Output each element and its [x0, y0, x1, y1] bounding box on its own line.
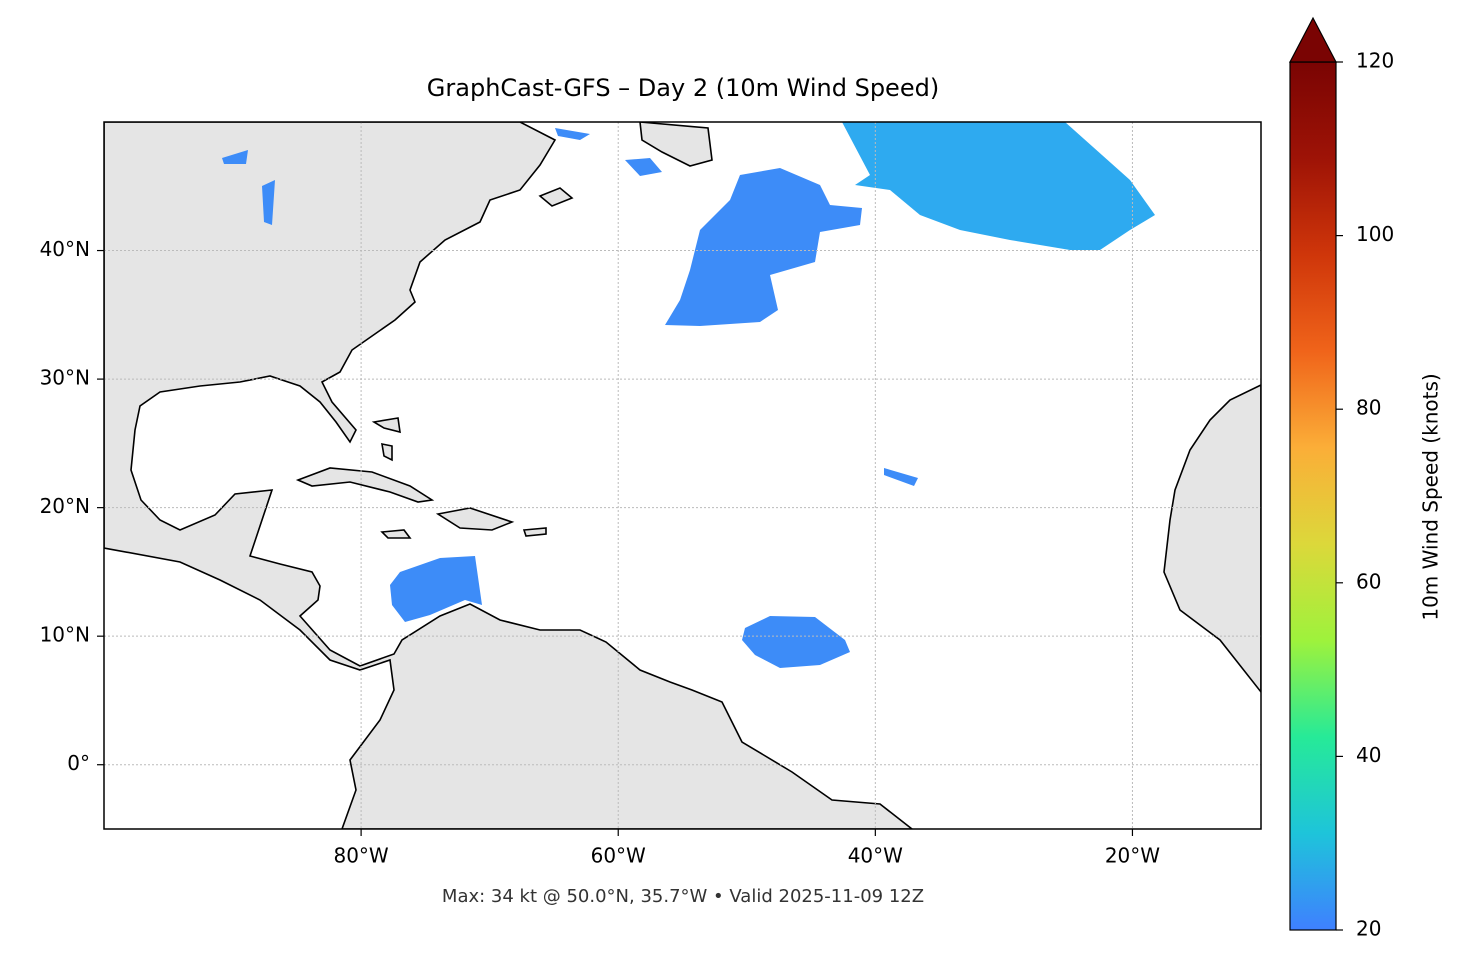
- bahamas: [371, 417, 401, 462]
- colorbar-tick-label: 120: [1356, 49, 1394, 73]
- colorbar-tick-label: 20: [1356, 917, 1381, 941]
- africa: [1163, 384, 1261, 694]
- cuba: [295, 467, 435, 503]
- wind-area: [665, 168, 862, 326]
- wind-area: [390, 556, 482, 622]
- hispaniola: [435, 507, 515, 531]
- chart-title: GraphCast-GFS – Day 2 (10m Wind Speed): [427, 74, 939, 102]
- y-tick-label: 10°N: [40, 623, 90, 647]
- colorbar: [1289, 61, 1337, 931]
- colorbar-label: 10m Wind Speed (knots): [1419, 373, 1443, 620]
- colorbar-tick-label: 100: [1356, 222, 1394, 246]
- colorbar-tick-label: 60: [1356, 569, 1381, 593]
- map-layer: [104, 122, 1261, 829]
- americas: [104, 122, 914, 829]
- wind-area: [842, 122, 1155, 250]
- colorbar-tick-label: 80: [1356, 396, 1381, 420]
- y-tick-label: 30°N: [40, 366, 90, 390]
- footer-note: Max: 34 kt @ 50.0°N, 35.7°W • Valid 2025…: [442, 886, 924, 907]
- jamaica: [380, 529, 412, 539]
- y-tick-label: 20°N: [40, 494, 90, 518]
- x-tick-label: 60°W: [591, 844, 646, 868]
- colorbar-extension: [1289, 16, 1337, 63]
- x-tick-label: 20°W: [1105, 844, 1160, 868]
- x-tick-label: 40°W: [848, 844, 903, 868]
- puerto-rico: [522, 527, 547, 537]
- colorbar-tick-label: 40: [1356, 743, 1381, 767]
- x-tick-label: 80°W: [333, 844, 388, 868]
- y-tick-label: 0°: [67, 751, 90, 775]
- newfoundland: [639, 122, 713, 167]
- grid: [104, 122, 1261, 829]
- nova-scotia: [538, 187, 574, 207]
- y-tick-label: 40°N: [40, 237, 90, 261]
- wind-area: [742, 616, 850, 668]
- plot-frame: [103, 121, 1262, 830]
